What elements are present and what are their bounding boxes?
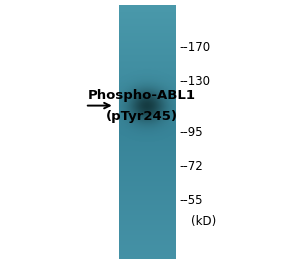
Text: --72: --72	[180, 160, 203, 173]
Text: (pTyr245): (pTyr245)	[106, 110, 177, 123]
Text: --95: --95	[180, 125, 203, 139]
Text: --170: --170	[180, 41, 211, 54]
Text: --130: --130	[180, 75, 211, 88]
Text: Phospho-ABL1: Phospho-ABL1	[87, 88, 196, 102]
Text: (kD): (kD)	[191, 215, 216, 228]
Text: --55: --55	[180, 194, 203, 207]
